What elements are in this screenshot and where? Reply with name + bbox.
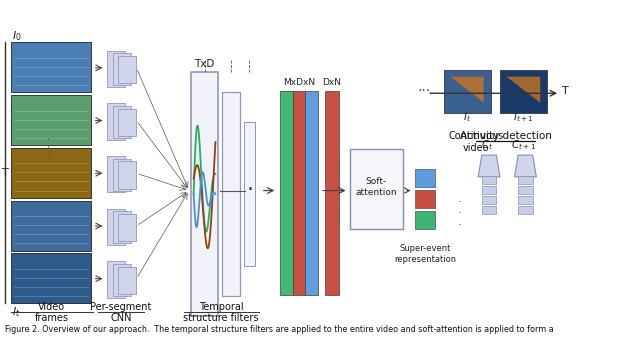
FancyBboxPatch shape [305, 90, 318, 295]
Text: Continuous
video: Continuous video [449, 131, 504, 153]
Text: Figure 2. Overview of our approach.  The temporal structure filters are applied : Figure 2. Overview of our approach. The … [4, 325, 554, 334]
Text: T: T [2, 168, 8, 178]
FancyBboxPatch shape [482, 176, 497, 184]
Text: Video
frames: Video frames [35, 302, 69, 323]
Text: Per-segment
CNN: Per-segment CNN [90, 302, 152, 323]
Polygon shape [451, 77, 484, 102]
FancyBboxPatch shape [191, 73, 218, 316]
Polygon shape [478, 155, 500, 177]
Text: $I_t$: $I_t$ [463, 111, 471, 124]
FancyBboxPatch shape [113, 264, 131, 296]
FancyBboxPatch shape [244, 122, 255, 266]
Text: ·: · [246, 180, 253, 200]
Text: ···: ··· [417, 84, 430, 99]
FancyBboxPatch shape [11, 42, 91, 92]
FancyBboxPatch shape [108, 103, 125, 140]
FancyBboxPatch shape [11, 201, 91, 251]
Text: DxN: DxN [323, 78, 341, 87]
FancyBboxPatch shape [350, 149, 403, 229]
FancyBboxPatch shape [444, 70, 491, 113]
Text: $I_0$: $I_0$ [12, 29, 22, 43]
FancyBboxPatch shape [482, 196, 497, 204]
FancyBboxPatch shape [113, 159, 131, 190]
FancyBboxPatch shape [280, 90, 292, 295]
FancyBboxPatch shape [11, 253, 91, 303]
FancyBboxPatch shape [518, 176, 532, 184]
Text: Temporal
structure filters: Temporal structure filters [183, 302, 259, 323]
Text: · · ·: · · · [44, 137, 58, 156]
Text: TxD: TxD [195, 59, 215, 69]
Text: Super-event
representation: Super-event representation [394, 245, 456, 264]
Text: MxDxN: MxDxN [283, 78, 315, 87]
FancyBboxPatch shape [482, 186, 497, 194]
FancyBboxPatch shape [113, 212, 131, 243]
FancyBboxPatch shape [222, 92, 240, 296]
Text: $I_{t+1}$: $I_{t+1}$ [513, 111, 534, 124]
FancyBboxPatch shape [118, 109, 136, 136]
Text: $C_{t+1}$: $C_{t+1}$ [511, 138, 536, 152]
FancyBboxPatch shape [518, 206, 532, 214]
FancyBboxPatch shape [326, 90, 339, 295]
Text: T: T [562, 87, 568, 96]
Text: Soft-
attention: Soft- attention [356, 177, 397, 197]
FancyBboxPatch shape [518, 196, 532, 204]
FancyBboxPatch shape [11, 95, 91, 145]
FancyBboxPatch shape [500, 70, 547, 113]
FancyBboxPatch shape [108, 156, 125, 192]
Polygon shape [515, 155, 536, 177]
FancyBboxPatch shape [11, 148, 91, 198]
FancyBboxPatch shape [118, 56, 136, 83]
FancyBboxPatch shape [108, 51, 125, 87]
FancyBboxPatch shape [113, 106, 131, 138]
FancyBboxPatch shape [113, 53, 131, 85]
FancyBboxPatch shape [415, 190, 435, 208]
Text: $I_t$: $I_t$ [12, 305, 20, 319]
Text: Activity detection: Activity detection [460, 131, 552, 140]
FancyBboxPatch shape [415, 169, 435, 187]
Polygon shape [508, 77, 540, 102]
Text: $C_t$: $C_t$ [481, 138, 493, 152]
FancyBboxPatch shape [118, 267, 136, 294]
FancyBboxPatch shape [108, 209, 125, 245]
FancyBboxPatch shape [118, 214, 136, 241]
FancyBboxPatch shape [108, 262, 125, 298]
FancyBboxPatch shape [518, 186, 532, 194]
FancyBboxPatch shape [482, 206, 497, 214]
FancyBboxPatch shape [118, 162, 136, 189]
Text: ·
·
·: · · · [458, 197, 462, 230]
FancyBboxPatch shape [415, 210, 435, 229]
FancyBboxPatch shape [292, 90, 305, 295]
